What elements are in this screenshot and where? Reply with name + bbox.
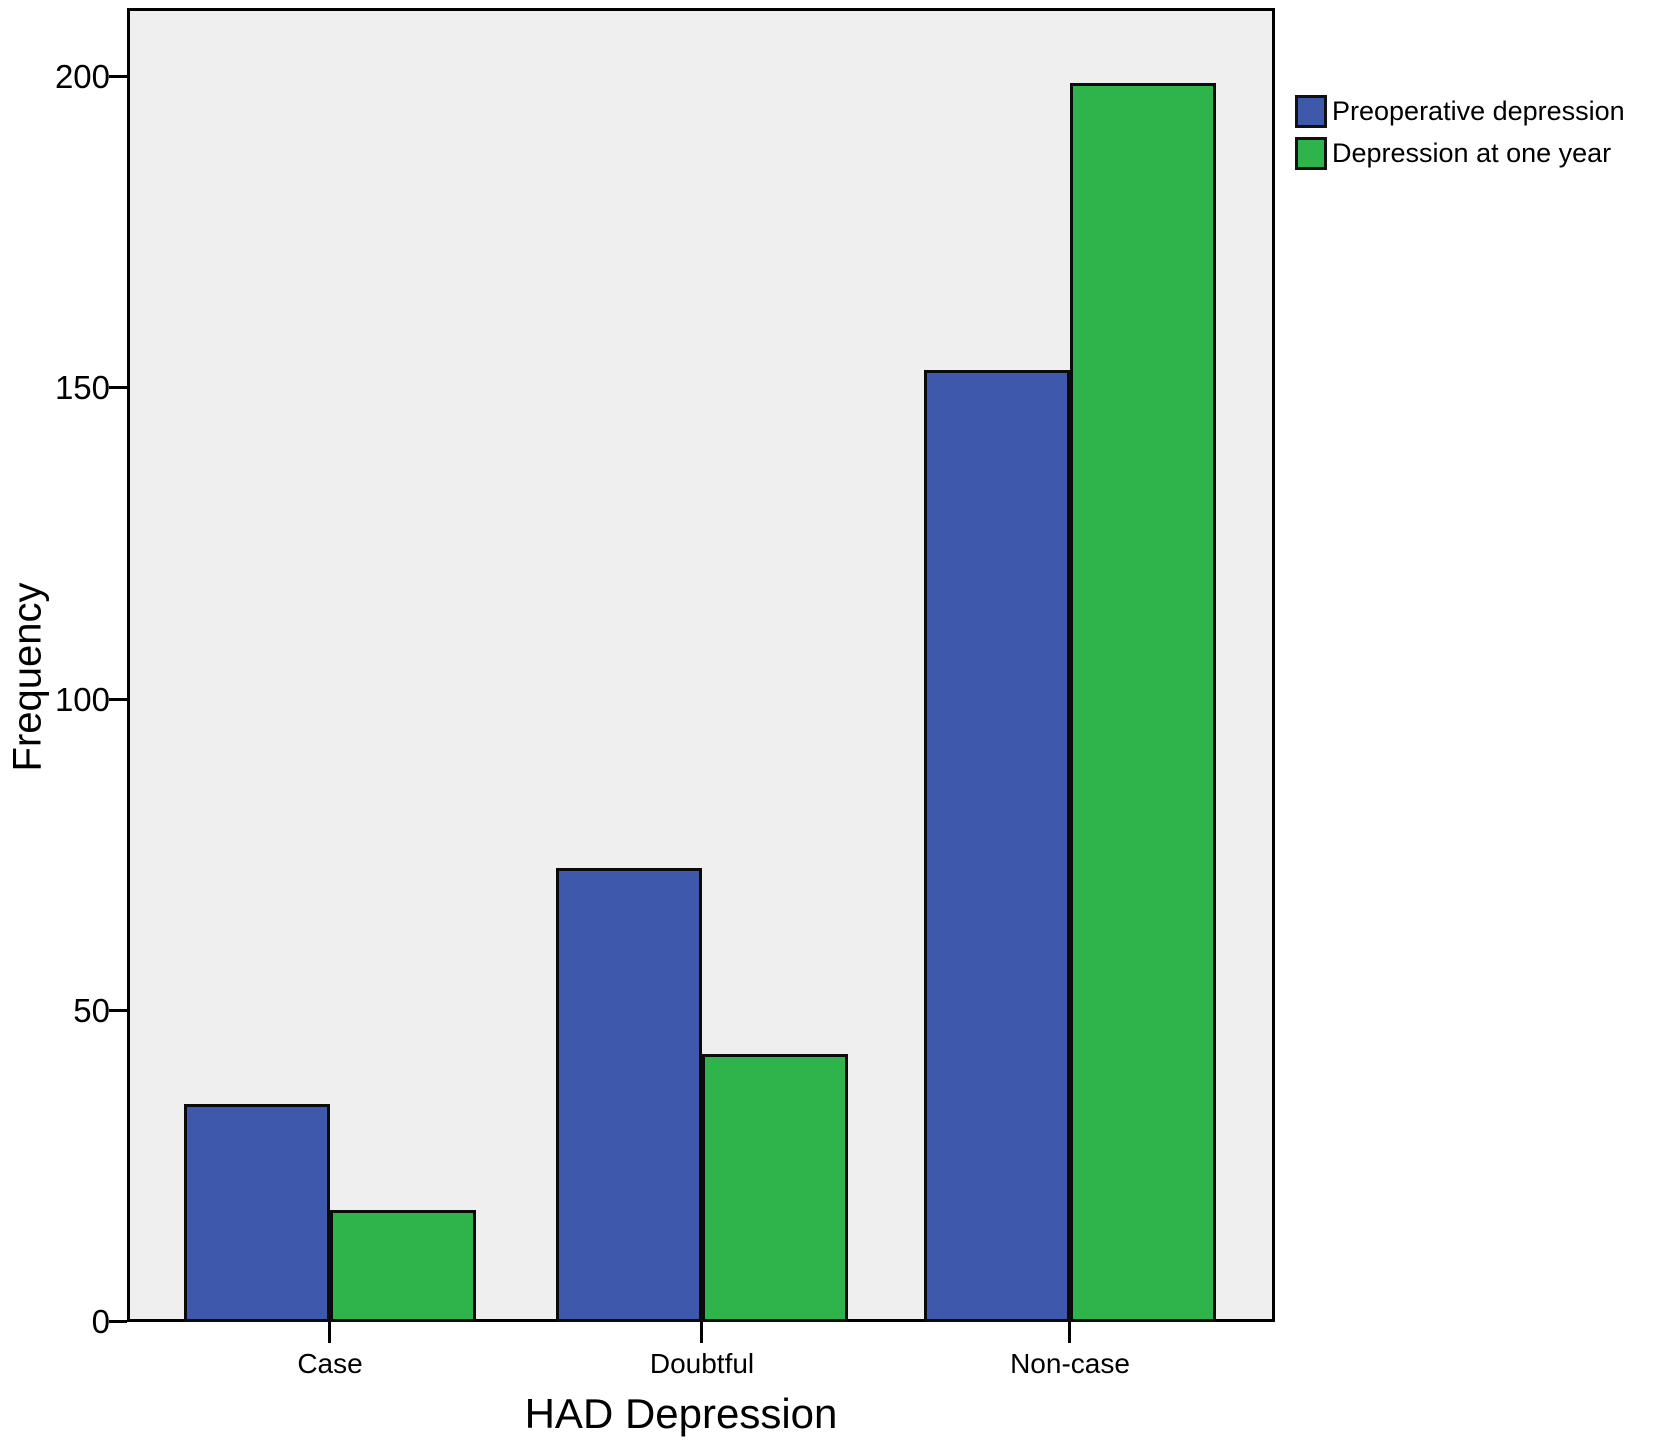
bar-preoperative-depression-non-case <box>924 369 1070 1322</box>
y-axis-tick-mark-150 <box>109 386 127 390</box>
x-axis-title: HAD Depression <box>524 1390 838 1437</box>
x-axis-tick-mark-non-case <box>1068 1322 1071 1343</box>
y-axis-tick-label-0: 0 <box>91 1302 110 1340</box>
y-axis-tick-label-100: 100 <box>54 680 110 718</box>
legend-item-preoperative-depression: Preoperative depression <box>1295 90 1625 132</box>
x-axis-category-label-case: Case <box>297 1348 363 1379</box>
y-axis-tick-label-150: 150 <box>54 369 110 407</box>
y-axis-tick-mark-50 <box>109 1008 127 1012</box>
y-axis-tick-mark-200 <box>109 75 127 78</box>
bar-preoperative-depression-case <box>184 1104 330 1322</box>
y-axis-tick-label-200: 200 <box>54 57 110 95</box>
bar-depression-at-one-year-case <box>330 1209 476 1322</box>
legend-label-depression-at-one-year: Depression at one year <box>1332 137 1612 168</box>
legend-label-preoperative-depression: Preoperative depression <box>1332 95 1625 126</box>
x-axis-tick-mark-case <box>328 1322 331 1343</box>
x-axis-category-label-doubtful: Doubtful <box>649 1348 755 1379</box>
y-axis-tick-mark-0 <box>109 1320 127 1323</box>
y-axis-tick-mark-100 <box>109 697 127 701</box>
bar-depression-at-one-year-non-case <box>1070 83 1216 1322</box>
legend: Preoperative depression Depression at on… <box>1295 90 1625 174</box>
legend-swatch-preoperative-depression <box>1295 94 1327 128</box>
legend-swatch-depression-at-one-year <box>1295 136 1327 170</box>
y-axis-title: Frequency <box>5 582 50 772</box>
bar-depression-at-one-year-doubtful <box>702 1054 848 1322</box>
y-axis-tick-label-50: 50 <box>73 991 110 1029</box>
legend-item-depression-at-one-year: Depression at one year <box>1295 132 1625 174</box>
bar-preoperative-depression-doubtful <box>556 867 702 1322</box>
x-axis-tick-mark-doubtful <box>700 1322 703 1343</box>
x-axis-category-label-non-case: Non-case <box>1010 1348 1130 1379</box>
